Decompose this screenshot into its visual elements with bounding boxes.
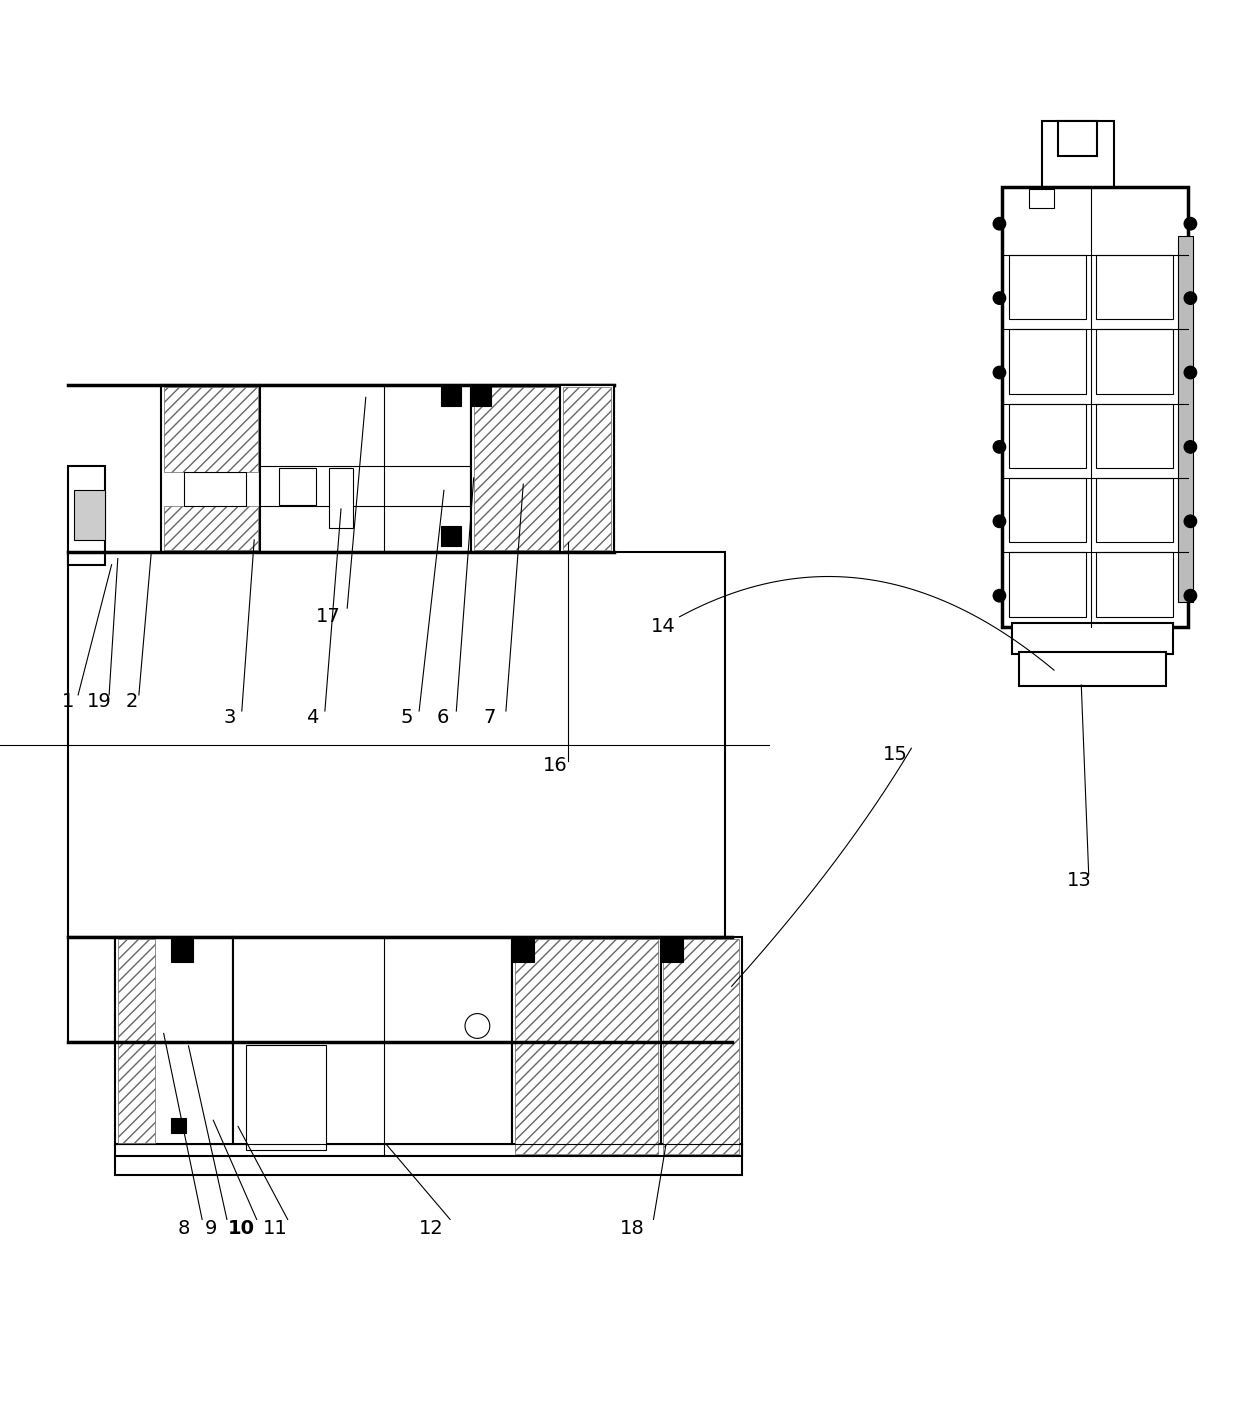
- Text: 3: 3: [223, 708, 236, 726]
- Bar: [1042, 121, 1114, 193]
- Bar: [115, 1144, 742, 1174]
- Circle shape: [1184, 441, 1197, 454]
- Bar: [471, 385, 614, 552]
- Bar: [260, 385, 471, 552]
- Bar: [515, 939, 658, 1153]
- Circle shape: [993, 441, 1006, 454]
- Circle shape: [993, 589, 1006, 602]
- Bar: [1096, 330, 1173, 394]
- Bar: [68, 552, 725, 936]
- Bar: [512, 939, 534, 962]
- Text: 12: 12: [419, 1219, 444, 1237]
- Bar: [74, 491, 105, 539]
- Text: 18: 18: [620, 1219, 645, 1237]
- Bar: [441, 527, 461, 547]
- Circle shape: [993, 217, 1006, 230]
- Bar: [68, 465, 105, 565]
- Bar: [1012, 624, 1173, 654]
- Bar: [563, 387, 611, 549]
- Circle shape: [993, 367, 1006, 378]
- Circle shape: [465, 1013, 490, 1039]
- Bar: [161, 385, 260, 552]
- Bar: [474, 387, 560, 549]
- Bar: [1009, 478, 1086, 542]
- Text: 10: 10: [228, 1219, 255, 1237]
- Text: 2: 2: [125, 692, 138, 711]
- Text: 15: 15: [883, 745, 908, 763]
- Circle shape: [1184, 589, 1197, 602]
- Circle shape: [1184, 217, 1197, 230]
- Bar: [246, 1045, 326, 1150]
- Bar: [1002, 187, 1188, 626]
- Bar: [68, 936, 115, 1042]
- Circle shape: [993, 515, 1006, 528]
- Bar: [1096, 404, 1173, 468]
- Text: 4: 4: [306, 708, 319, 726]
- Text: 13: 13: [1066, 872, 1091, 890]
- Bar: [1009, 330, 1086, 394]
- Bar: [1009, 552, 1086, 616]
- Text: 7: 7: [484, 708, 496, 726]
- Bar: [1009, 404, 1086, 468]
- Text: 8: 8: [177, 1219, 190, 1237]
- Circle shape: [993, 293, 1006, 304]
- Bar: [329, 468, 353, 528]
- Bar: [1096, 478, 1173, 542]
- Bar: [471, 387, 491, 405]
- Bar: [1178, 235, 1193, 602]
- Bar: [512, 936, 661, 1156]
- Text: 19: 19: [87, 692, 112, 711]
- Bar: [1029, 188, 1054, 207]
- Bar: [164, 387, 258, 472]
- Text: 9: 9: [205, 1219, 217, 1237]
- Bar: [441, 387, 461, 405]
- Bar: [279, 468, 316, 505]
- Text: 14: 14: [651, 618, 676, 636]
- Bar: [233, 936, 512, 1156]
- Bar: [1096, 552, 1173, 616]
- Bar: [1058, 121, 1097, 156]
- Circle shape: [1184, 367, 1197, 378]
- Bar: [560, 385, 614, 552]
- Text: 1: 1: [62, 692, 74, 711]
- Text: 5: 5: [401, 708, 413, 726]
- Text: 11: 11: [263, 1219, 288, 1237]
- Bar: [171, 939, 193, 962]
- Bar: [164, 507, 258, 549]
- Bar: [1019, 652, 1166, 686]
- Circle shape: [1184, 515, 1197, 528]
- Bar: [661, 939, 683, 962]
- Bar: [115, 936, 233, 1144]
- Text: 16: 16: [543, 756, 568, 775]
- Circle shape: [1184, 293, 1197, 304]
- Bar: [663, 939, 739, 1153]
- Bar: [1096, 254, 1173, 320]
- Bar: [171, 1117, 186, 1133]
- Text: 6: 6: [436, 708, 449, 726]
- Bar: [118, 939, 155, 1143]
- Bar: [184, 472, 246, 507]
- Bar: [1009, 254, 1086, 320]
- Bar: [661, 936, 742, 1156]
- Text: 17: 17: [316, 608, 341, 626]
